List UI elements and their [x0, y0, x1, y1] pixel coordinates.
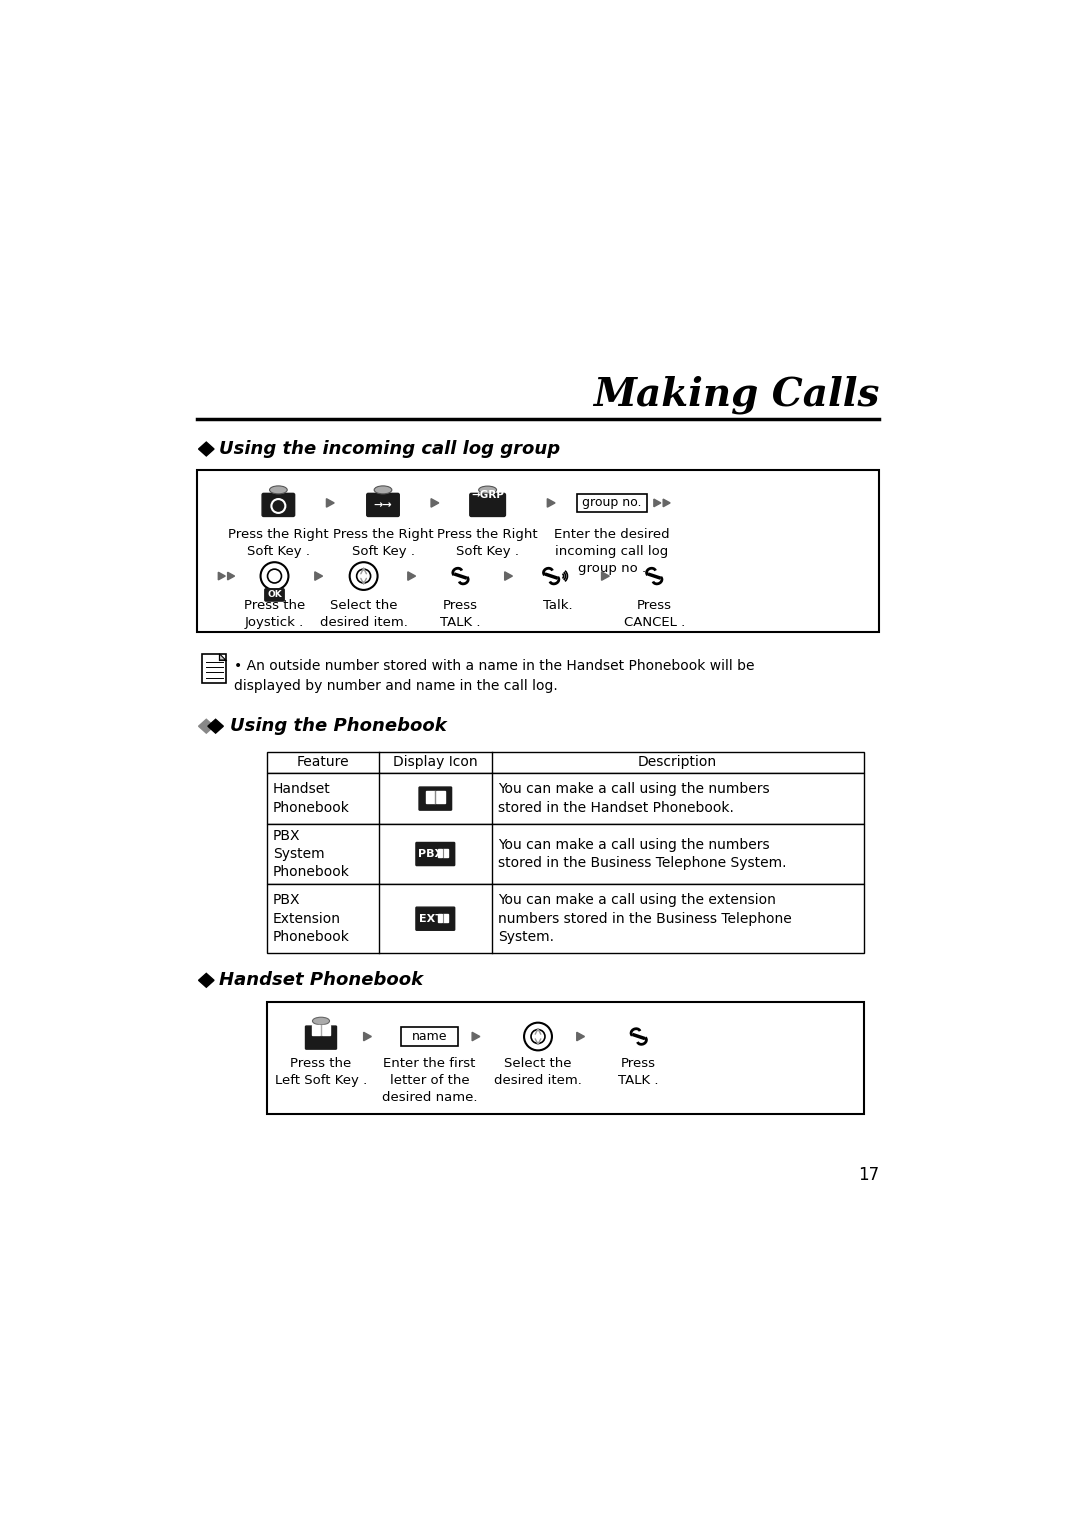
Text: You can make a call using the extension
numbers stored in the Business Telephone: You can make a call using the extension … [498, 894, 792, 944]
Text: • An outside number stored with a name in the Handset Phonebook will be
displaye: • An outside number stored with a name i… [234, 659, 755, 692]
Polygon shape [504, 571, 512, 581]
Polygon shape [207, 720, 224, 733]
Text: 17: 17 [858, 1166, 879, 1184]
Ellipse shape [312, 1018, 329, 1025]
Text: Press the Right
Soft Key .: Press the Right Soft Key . [437, 529, 538, 558]
Polygon shape [228, 573, 234, 579]
Polygon shape [577, 1033, 584, 1041]
Text: Using the incoming call log group: Using the incoming call log group [218, 440, 559, 458]
Polygon shape [472, 1033, 480, 1041]
Bar [197, 469, 879, 631]
FancyBboxPatch shape [265, 588, 284, 601]
Text: →→: →→ [374, 500, 392, 510]
Polygon shape [219, 654, 226, 660]
Text: Press the Right
Soft Key .: Press the Right Soft Key . [228, 529, 328, 558]
Bar [267, 1002, 864, 1114]
Bar [202, 654, 226, 683]
Text: PBX
System
Phonebook: PBX System Phonebook [273, 828, 350, 880]
Bar [436, 792, 445, 804]
Bar [312, 1025, 321, 1036]
Text: Using the Phonebook: Using the Phonebook [230, 717, 446, 735]
Text: Making Calls: Making Calls [593, 376, 879, 414]
Text: Enter the desired
incoming call log
group no .: Enter the desired incoming call log grou… [554, 529, 670, 576]
Text: EXT: EXT [419, 914, 443, 924]
FancyBboxPatch shape [416, 842, 455, 865]
Text: You can make a call using the numbers
stored in the Business Telephone System.: You can make a call using the numbers st… [498, 837, 786, 871]
FancyBboxPatch shape [419, 787, 451, 810]
Polygon shape [199, 720, 214, 733]
Text: Press
CANCEL .: Press CANCEL . [623, 599, 685, 630]
FancyBboxPatch shape [416, 908, 455, 931]
Bar [401, 1027, 458, 1045]
Polygon shape [218, 573, 226, 579]
Polygon shape [602, 571, 609, 581]
Bar [267, 824, 864, 885]
Polygon shape [314, 571, 323, 581]
Text: Talk.: Talk. [542, 599, 572, 613]
FancyBboxPatch shape [470, 494, 505, 516]
Text: Press
TALK .: Press TALK . [441, 599, 481, 630]
Polygon shape [199, 442, 214, 455]
Polygon shape [364, 1033, 372, 1041]
Text: Display Icon: Display Icon [393, 755, 477, 770]
FancyBboxPatch shape [262, 494, 295, 516]
Bar [443, 850, 448, 857]
Text: PBX
Extension
Phonebook: PBX Extension Phonebook [273, 894, 350, 944]
Bar [577, 494, 647, 512]
Text: OK: OK [267, 590, 282, 599]
Ellipse shape [270, 486, 287, 494]
Bar [322, 1025, 330, 1036]
Text: Press
TALK .: Press TALK . [619, 1057, 659, 1088]
Polygon shape [326, 498, 334, 507]
Text: Press the
Left Soft Key .: Press the Left Soft Key . [275, 1057, 367, 1088]
Polygon shape [431, 498, 438, 507]
Bar [443, 914, 448, 921]
Text: group no.: group no. [582, 497, 642, 509]
Polygon shape [408, 571, 416, 581]
FancyBboxPatch shape [306, 1025, 337, 1050]
Text: Select the
desired item.: Select the desired item. [494, 1057, 582, 1088]
Text: →GRP: →GRP [471, 490, 504, 500]
Text: Enter the first
letter of the
desired name.: Enter the first letter of the desired na… [381, 1057, 477, 1105]
Text: Press the
Joystick .: Press the Joystick . [244, 599, 306, 630]
Text: Description: Description [638, 755, 717, 770]
Text: Select the
desired item.: Select the desired item. [320, 599, 407, 630]
Text: PBX: PBX [418, 850, 443, 859]
Text: Feature: Feature [297, 755, 349, 770]
Ellipse shape [478, 486, 497, 494]
Bar [267, 773, 864, 824]
Text: Handset Phonebook: Handset Phonebook [218, 972, 423, 989]
Polygon shape [199, 973, 214, 987]
Bar [437, 850, 443, 857]
Text: Press the Right
Soft Key .: Press the Right Soft Key . [333, 529, 433, 558]
Bar [426, 792, 434, 804]
Text: Handset
Phonebook: Handset Phonebook [273, 782, 350, 814]
Bar [267, 885, 864, 953]
Bar [267, 752, 864, 773]
Polygon shape [653, 500, 661, 507]
FancyBboxPatch shape [367, 494, 400, 516]
Polygon shape [663, 500, 670, 507]
Text: You can make a call using the numbers
stored in the Handset Phonebook.: You can make a call using the numbers st… [498, 782, 769, 814]
Polygon shape [548, 498, 555, 507]
Text: name: name [411, 1030, 447, 1044]
Ellipse shape [374, 486, 392, 494]
Bar [437, 914, 443, 921]
